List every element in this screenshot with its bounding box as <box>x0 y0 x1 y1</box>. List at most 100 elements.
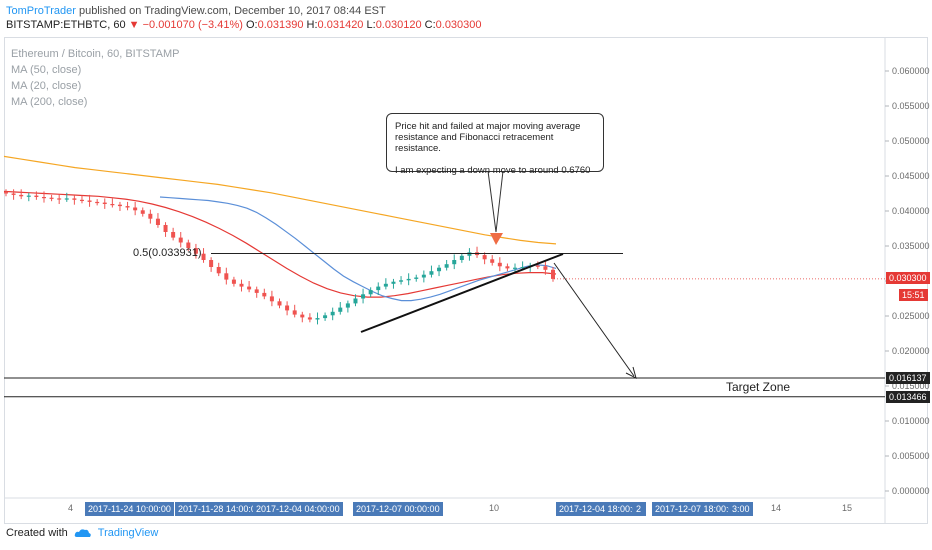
y-tick-label: 0.035000 <box>892 241 930 251</box>
candle-body <box>277 301 282 306</box>
chart-legend: Ethereum / Bitcoin, 60, BITSTAMP MA (50,… <box>11 46 180 110</box>
candle-body <box>41 197 46 199</box>
candle-body <box>269 296 274 302</box>
candle-body <box>421 274 426 278</box>
tradingview-logo-text[interactable]: TradingView <box>97 527 159 539</box>
candle-body <box>292 310 297 315</box>
candle-body <box>330 311 335 316</box>
candle-body <box>262 292 267 297</box>
last-price-tag: 0.030300 <box>886 272 930 284</box>
candle-body <box>482 255 487 260</box>
close-label: C: <box>424 19 436 31</box>
candle-body <box>497 262 502 267</box>
x-date-tag: 2017-12-07 00:00:00 <box>353 502 443 516</box>
candle-body <box>254 289 259 293</box>
symbol-label: BITSTAMP:ETHBTC, 60 <box>6 19 126 31</box>
candle-body <box>4 192 8 194</box>
zone-bottom-tag: 0.013466 <box>886 391 930 403</box>
candle-body <box>414 277 419 279</box>
x-tick-10: 10 <box>489 503 500 513</box>
y-tick-label: 0.040000 <box>892 206 930 216</box>
candle-body <box>125 206 130 208</box>
candle-body <box>231 279 236 284</box>
candle-body <box>186 242 191 249</box>
candle-body <box>361 294 366 299</box>
candle-body <box>102 202 107 204</box>
high-label: H: <box>306 19 318 31</box>
projection-arrow-line <box>553 262 635 377</box>
target-zone-label: Target Zone <box>726 380 791 394</box>
x-date-tag: 2017-12-07 18:00:00 <box>652 502 742 516</box>
candle-body <box>72 198 77 200</box>
candle-body <box>117 204 122 207</box>
candle-body <box>64 198 69 200</box>
x-date-tag: 2017-12-04 04:00:00 <box>253 502 343 516</box>
candle-body <box>110 204 115 206</box>
candle-body <box>34 195 39 197</box>
footer: Created with TradingView <box>6 527 158 539</box>
legend-ma200[interactable]: MA (200, close) <box>11 96 88 108</box>
fib-level-label: 0.5(0.033931) <box>133 247 202 259</box>
candle-body <box>406 278 411 281</box>
candle-body <box>513 267 518 269</box>
ma20-line <box>159 196 557 302</box>
y-tick-label: 0.015000 <box>892 381 930 391</box>
candle-body <box>79 199 84 201</box>
candle-body <box>505 266 510 269</box>
candle-body <box>155 218 160 225</box>
ma200-line <box>3 155 557 245</box>
candle-body <box>216 267 221 274</box>
candle-body <box>444 264 449 268</box>
candle-body <box>178 237 183 243</box>
close-value: 0.030300 <box>435 19 482 31</box>
candle-body <box>520 267 525 269</box>
candle-body <box>148 213 153 219</box>
author-link[interactable]: TomProTrader <box>6 5 76 17</box>
open-value: 0.031390 <box>257 19 304 31</box>
callout-pointer <box>487 170 504 233</box>
callout-note[interactable]: Price hit and failed at major moving ave… <box>386 113 604 176</box>
x-tick-4: 4 <box>68 503 74 513</box>
y-tick-label: 0.000000 <box>892 486 930 496</box>
candle-body <box>467 252 472 256</box>
candle-body <box>95 201 100 204</box>
ma50-line <box>3 190 557 298</box>
candle-body <box>551 269 555 279</box>
candle-body <box>140 210 145 214</box>
x-date-tag: 3:00 <box>729 502 753 516</box>
published-text: published on TradingView.com, December 1… <box>78 5 386 17</box>
candle-body <box>300 314 305 318</box>
projection-arrowhead <box>625 366 637 379</box>
candle-body <box>383 283 388 287</box>
x-tick-14: 14 <box>771 503 782 513</box>
candle-body <box>353 298 358 304</box>
candle-body <box>26 195 31 197</box>
low-label: L: <box>366 19 376 31</box>
candle-body <box>452 260 457 265</box>
candle-body <box>239 283 244 287</box>
header-line-2: BITSTAMP:ETHBTC, 60 ▼ −0.001070 (−3.41%)… <box>6 17 482 33</box>
candle-body <box>429 271 434 275</box>
legend-ma50[interactable]: MA (50, close) <box>11 64 82 76</box>
zone-top-tag: 0.016137 <box>886 372 930 384</box>
y-tick-label: 0.005000 <box>892 451 930 461</box>
candle-body <box>11 193 16 195</box>
candle-body <box>209 260 214 267</box>
note-line-1: Price hit and failed at major moving ave… <box>395 121 581 154</box>
candle-body <box>391 281 396 284</box>
legend-ma20[interactable]: MA (20, close) <box>11 80 82 92</box>
y-tick-label: 0.045000 <box>892 171 930 181</box>
candle-body <box>133 207 138 211</box>
down-arrow-marker <box>490 233 503 245</box>
candle-body <box>19 194 24 197</box>
tradingview-cloud-icon <box>74 529 91 537</box>
candle-body <box>323 315 328 319</box>
countdown-tag: 15:51 <box>899 289 928 301</box>
candle-body <box>338 307 343 312</box>
y-tick-label: 0.060000 <box>892 66 930 76</box>
y-tick-label: 0.025000 <box>892 311 930 321</box>
x-date-tag: 2 <box>633 502 645 516</box>
candle-body <box>376 286 381 291</box>
candle-body <box>345 303 350 308</box>
